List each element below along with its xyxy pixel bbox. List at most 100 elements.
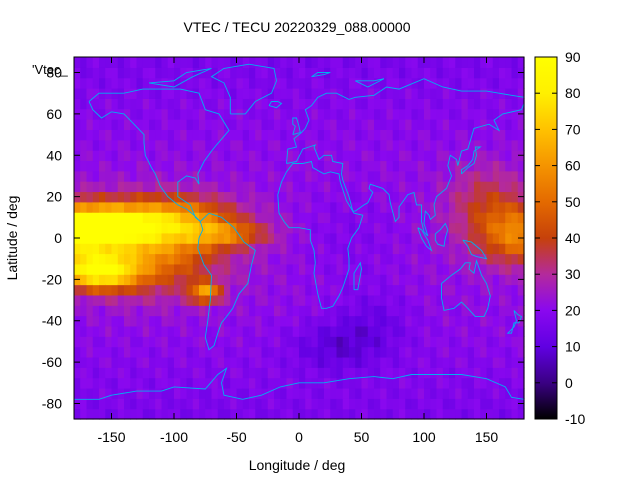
heatmap-cell [224,222,231,234]
heatmap-cell [142,98,150,110]
heatmap-cell [336,108,344,120]
heatmap-cell [167,181,175,193]
heatmap-cell [492,222,500,234]
heatmap-cell [217,129,225,141]
heatmap-cell [211,129,219,141]
heatmap-cell [467,57,475,68]
heatmap-cell [142,212,150,224]
heatmap-cell [130,77,138,89]
heatmap-cell [161,67,169,79]
heatmap-cell [205,325,213,337]
heatmap-cell [180,139,188,151]
heatmap-cell [424,139,431,151]
heatmap-cell [261,294,269,306]
heatmap-cell [424,243,431,255]
heatmap-cell [217,98,225,110]
heatmap-cell [267,294,275,306]
heatmap-cell [99,222,106,234]
heatmap-cell [255,294,263,306]
heatmap-cell [405,408,413,420]
heatmap-cell [149,119,156,130]
heatmap-cell [436,98,444,110]
heatmap-cell [267,191,275,203]
chart-title: VTEC / TECU 20220329_088.00000 [183,19,410,35]
heatmap-cell [186,325,194,337]
heatmap-cell [199,315,206,327]
heatmap-cell [130,88,138,99]
heatmap-cell [230,263,238,275]
heatmap-cell [474,191,481,203]
heatmap-cell [155,315,163,327]
heatmap-cell [249,88,256,99]
heatmap-cell [80,57,88,68]
heatmap-cell [186,57,194,68]
heatmap-cell [286,263,294,275]
heatmap-cell [336,325,344,337]
heatmap-cell [155,170,163,182]
heatmap-cell [511,201,519,213]
heatmap-cell [255,356,263,368]
heatmap-cell [349,263,356,275]
heatmap-cell [242,232,250,244]
heatmap-cell [192,408,200,420]
heatmap-cell [124,263,131,275]
heatmap-cell [74,57,81,68]
heatmap-cell [155,325,163,337]
heatmap-cell [124,315,131,327]
heatmap-cell [367,294,375,306]
heatmap-cell [305,129,313,141]
heatmap-cell [99,232,106,244]
heatmap-cell [330,212,338,224]
heatmap-cell [186,129,194,141]
heatmap-cell [511,108,519,120]
heatmap-cell [286,150,294,162]
heatmap-cell [511,232,519,244]
heatmap-cell [261,408,269,420]
heatmap-cell [336,119,344,130]
heatmap-cell [417,284,425,296]
heatmap-cell [361,315,369,327]
heatmap-cell [136,243,144,255]
heatmap-cell [161,336,169,348]
heatmap-cell [236,315,244,327]
heatmap-cell [330,398,338,410]
heatmap-cell [267,108,275,120]
heatmap-cell [380,160,388,172]
heatmap-cell [386,181,394,193]
heatmap-cell [480,201,488,213]
heatmap-cell [242,325,250,337]
heatmap-cell [405,398,413,410]
heatmap-cell [105,57,113,68]
heatmap-cell [242,398,250,410]
heatmap-cell [142,67,150,79]
coastline [355,78,385,88]
heatmap-cell [417,274,425,286]
heatmap-cell [267,387,275,399]
heatmap-cell [336,315,344,327]
heatmap-cell [86,201,94,213]
heatmap-cell [224,139,231,151]
heatmap-cell [74,367,81,379]
heatmap-cell [311,305,319,317]
heatmap-cell [255,315,263,327]
heatmap-cell [424,77,431,89]
heatmap-cell [255,160,263,172]
heatmap-cell [174,119,181,130]
heatmap-cell [211,77,219,89]
heatmap-cell [224,243,231,255]
heatmap-cell [317,222,325,234]
heatmap-cell [355,201,363,213]
heatmap-cell [355,98,363,110]
heatmap-cell [480,88,488,99]
heatmap-cell [124,191,131,203]
heatmap-cell [455,129,463,141]
heatmap-cell [230,325,238,337]
heatmap-cell [205,284,213,296]
heatmap-cell [205,408,213,420]
heatmap-cell [467,212,475,224]
heatmap-cell [492,325,500,337]
heatmap-cell [261,212,269,224]
heatmap-cell [342,57,350,68]
heatmap-cell [361,325,369,337]
heatmap-cell [361,77,369,89]
